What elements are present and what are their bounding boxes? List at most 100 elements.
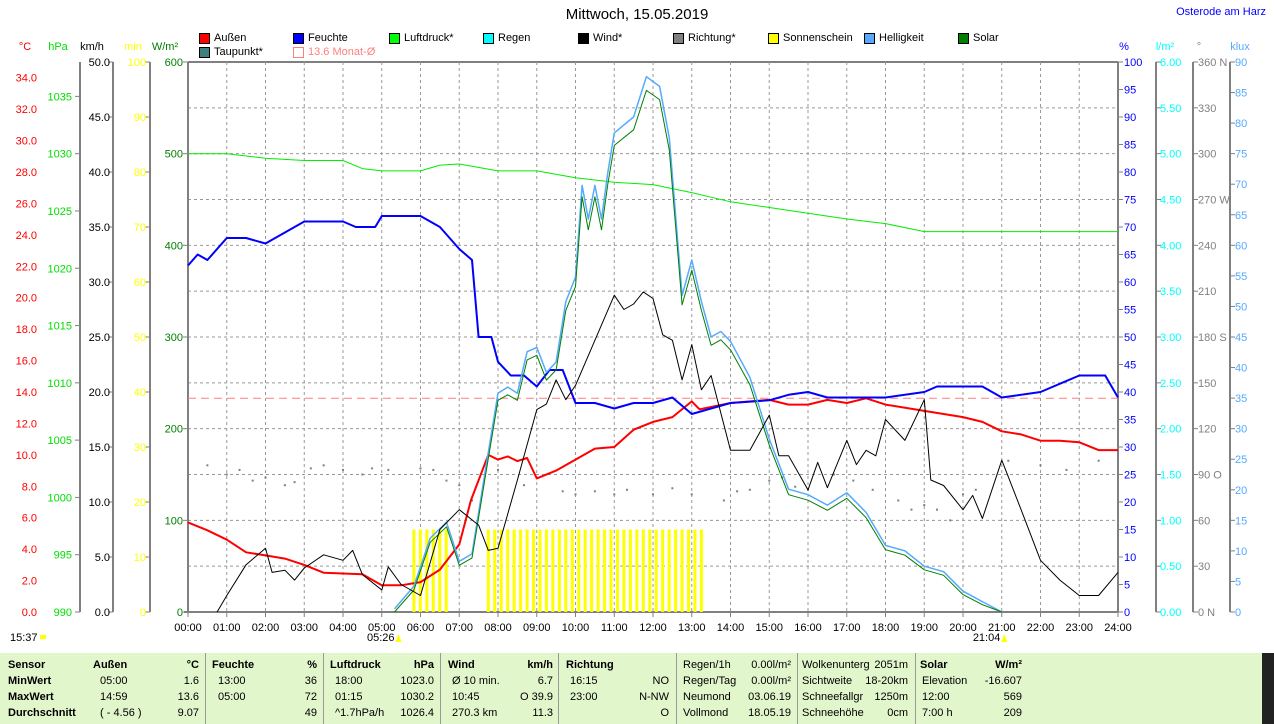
wind-tick-label: 30.0: [89, 277, 110, 289]
sun_min-tick-label: 20: [134, 497, 146, 509]
annotations: 05:26 21:04 15:37: [10, 632, 1008, 644]
pressure-tick-label: 995: [54, 550, 72, 562]
current-time-label: 15:37: [10, 632, 38, 644]
cloud-label: Wolkenunterg: [802, 659, 870, 671]
humidity-tick-label: 85: [1124, 140, 1136, 152]
legend-item: Helligkeit: [864, 32, 924, 44]
legend-item: Taupunkt*: [199, 46, 263, 58]
wind-tick-label: 20.0: [89, 387, 110, 399]
humidity-tick-label: 5: [1124, 580, 1130, 592]
lux-tick-label: 10: [1235, 546, 1247, 558]
lux-tick-label: 60: [1235, 240, 1247, 252]
sunshine-bar: [583, 529, 587, 612]
sun_min-tick-label: 60: [134, 277, 146, 289]
direction-point: [322, 464, 325, 467]
rain-tick-label: 3.50: [1160, 286, 1181, 298]
direction-point: [722, 499, 725, 502]
series-wind: [216, 291, 1119, 613]
feuchte-time: 05:00: [218, 691, 246, 703]
sunshine-bar: [564, 529, 568, 612]
legend-label: Außen: [214, 32, 247, 44]
rain-moon-label: Vollmond: [683, 707, 729, 719]
legend-item: 13.6 Monat-Ø: [293, 46, 375, 58]
direction-point: [949, 519, 952, 522]
pressure-tick-label: 1005: [48, 435, 72, 447]
direction-tick-label: 60: [1198, 515, 1210, 527]
direction-tick-label: 150: [1198, 378, 1216, 390]
sunshine-bar: [687, 529, 691, 612]
direction-point: [736, 490, 739, 493]
x-tick-label: 09:00: [523, 622, 551, 634]
x-tick-label: 16:00: [794, 622, 822, 634]
summary-table: Sensor Außen °C Feuchte% Luftdruck hPa Wind km/…: [0, 653, 1262, 724]
direction-point: [936, 508, 939, 511]
lux-tick-label: 30: [1235, 424, 1247, 436]
sunrise-label: 05:26: [367, 632, 395, 644]
header-unit: hPa: [413, 659, 434, 671]
direction-point: [387, 468, 390, 471]
header-unit: %: [307, 659, 317, 671]
legend-label: Luftdruck*: [404, 32, 454, 44]
wind-tick-label: 45.0: [89, 112, 110, 124]
rain-tick-label: 0.00: [1160, 607, 1181, 619]
direction-point: [371, 467, 374, 470]
sunshine-bar: [628, 529, 632, 612]
legend-swatch: [293, 32, 304, 44]
direction-point: [593, 490, 596, 493]
legend-swatch: [768, 32, 779, 44]
direction-point: [419, 467, 422, 470]
x-tick-label: 01:00: [213, 622, 241, 634]
header-feuchte: Feuchte: [212, 659, 255, 671]
direction-point: [293, 481, 296, 484]
direction-point: [626, 488, 629, 491]
sunshine-bar: [693, 529, 697, 612]
sunshine-bar: [590, 529, 594, 612]
table-divider: [915, 653, 916, 724]
temp-tick-label: 34.0: [16, 73, 37, 85]
solar-label: 12:00: [922, 691, 950, 703]
sun_min-tick-label: 10: [134, 552, 146, 564]
solar-value: -16.607: [984, 675, 1022, 687]
pressure-tick-label: 1020: [48, 263, 72, 275]
feuchte-value: 36: [304, 675, 317, 687]
sunshine-bar: [622, 529, 626, 612]
direction-point: [471, 499, 474, 502]
x-tick-label: 08:00: [484, 622, 512, 634]
humidity-tick-label: 45: [1124, 360, 1136, 372]
wind-value: 11.3: [532, 707, 553, 719]
lux-tick-label: 50: [1235, 301, 1247, 313]
solar-tick-label: 500: [165, 149, 183, 161]
sun_min-tick-label: 70: [134, 222, 146, 234]
humidity-tick-label: 10: [1124, 552, 1136, 564]
x-tick-label: 11:00: [601, 622, 628, 634]
humidity-tick-label: 70: [1124, 222, 1136, 234]
sun_min-tick-label: 80: [134, 167, 146, 179]
sunshine-bar: [615, 529, 619, 612]
legend-label: Taupunkt*: [214, 46, 263, 58]
solar-tick-label: 600: [165, 57, 183, 69]
lux-tick-label: 65: [1235, 210, 1247, 222]
legend-item: Luftdruck*: [389, 32, 454, 44]
legend-swatch: [958, 32, 969, 44]
humidity-tick-label: 25: [1124, 470, 1136, 482]
temp-tick-label: 30.0: [16, 136, 37, 148]
direction-point: [1097, 459, 1100, 462]
x-tick-label: 03:00: [290, 622, 318, 634]
x-tick-label: 21:00: [988, 622, 1016, 634]
temp-tick-label: 14.0: [16, 387, 37, 399]
lux-tick-label: 90: [1235, 57, 1247, 69]
humidity-tick-label: 75: [1124, 195, 1136, 207]
sunshine-bar: [544, 529, 548, 612]
solar-tick-label: 200: [165, 424, 183, 436]
header-solar: Solar: [920, 659, 948, 671]
x-tick-label: 24:00: [1104, 622, 1132, 634]
current-time-marker: [40, 635, 46, 639]
rain-unit-label: l/m²: [1156, 41, 1175, 53]
lux-tick-label: 70: [1235, 179, 1247, 191]
humidity-tick-label: 0: [1124, 607, 1130, 619]
legend-label: Sonnenschein: [783, 32, 853, 44]
header-aussen: Außen: [93, 659, 128, 671]
humidity-tick-label: 35: [1124, 415, 1136, 427]
sun_min-tick-label: 100: [128, 57, 146, 69]
legend-label: Wind*: [593, 32, 623, 44]
